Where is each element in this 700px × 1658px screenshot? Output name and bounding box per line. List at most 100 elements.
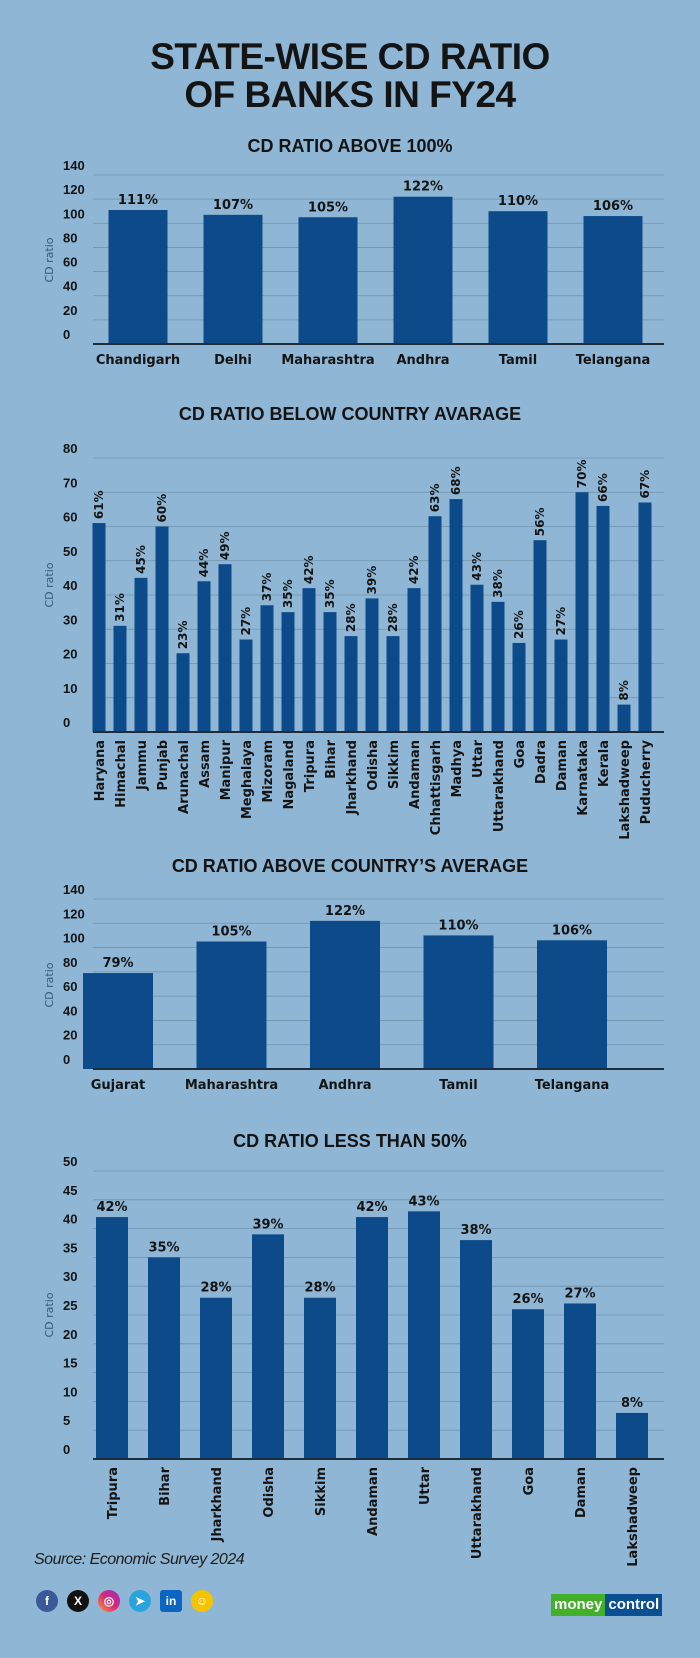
- data-label: 38%: [460, 1223, 491, 1238]
- category-label: Delhi: [214, 353, 252, 368]
- bar-tamil: [423, 935, 494, 1069]
- x-icon[interactable]: X: [67, 1590, 89, 1612]
- y-tick-label: 30: [63, 612, 77, 627]
- data-label: 63%: [428, 483, 442, 512]
- data-label: 35%: [148, 1240, 179, 1255]
- category-label: Bihar: [324, 739, 339, 778]
- category-label: Odisha: [366, 740, 381, 791]
- data-label: 31%: [113, 593, 127, 622]
- data-label: 28%: [200, 1281, 231, 1296]
- y-tick-label: 20: [63, 303, 77, 318]
- bar-nagaland: [281, 612, 295, 732]
- y-tick-label: 60: [63, 255, 77, 270]
- category-label: Sikkim: [387, 740, 402, 789]
- data-label: 56%: [533, 507, 547, 536]
- moneycontrol-logo: money control: [551, 1594, 663, 1616]
- category-label: Odisha: [262, 1467, 277, 1518]
- bar-chandigarh: [108, 210, 168, 344]
- y-tick-label: 25: [63, 1298, 77, 1313]
- category-label: Lakshadweep: [618, 740, 633, 840]
- data-label: 37%: [260, 573, 274, 602]
- data-label: 61%: [92, 490, 106, 519]
- category-label: Maharashtra: [281, 353, 374, 368]
- bar-uttarakhand: [460, 1240, 492, 1459]
- bar-himachal: [113, 625, 127, 732]
- y-tick-label: 120: [63, 906, 85, 921]
- source-note: Source: Economic Survey 2024: [34, 1551, 245, 1568]
- data-label: 44%: [197, 549, 211, 578]
- category-label: Lakshadweep: [626, 1467, 641, 1567]
- bar-meghalaya: [239, 639, 253, 732]
- instagram-icon[interactable]: ◎: [98, 1590, 120, 1612]
- data-label: 66%: [596, 473, 610, 502]
- bar-arunachal: [176, 653, 190, 732]
- data-label: 42%: [302, 555, 316, 584]
- category-label: Tamil: [439, 1078, 477, 1093]
- y-tick-label: 40: [63, 578, 77, 593]
- category-label: Chandigarh: [96, 353, 180, 368]
- y-tick-label: 80: [63, 230, 77, 245]
- y-tick-label: 15: [63, 1356, 77, 1371]
- category-label: Andhra: [318, 1078, 371, 1093]
- bar-daman: [554, 639, 568, 732]
- y-tick-label: 70: [63, 475, 77, 490]
- data-label: 107%: [213, 198, 253, 213]
- facebook-icon[interactable]: f: [36, 1590, 58, 1612]
- data-label: 79%: [102, 956, 133, 971]
- bar-tamil: [488, 211, 548, 344]
- data-label: 42%: [96, 1200, 127, 1215]
- telegram-icon[interactable]: ➤: [129, 1590, 151, 1612]
- bar-mizoram: [260, 605, 274, 732]
- data-label: 106%: [552, 923, 592, 938]
- category-label: Tamil: [499, 353, 537, 368]
- y-tick-label: 10: [63, 1384, 77, 1399]
- y-tick-label: 80: [63, 955, 77, 970]
- category-label: Andhra: [396, 353, 449, 368]
- category-label: Sikkim: [314, 1467, 329, 1516]
- category-label: Daman: [574, 1467, 589, 1518]
- category-label: Bihar: [158, 1466, 173, 1505]
- data-label: 39%: [365, 566, 379, 595]
- data-label: 38%: [491, 569, 505, 598]
- bar-karnataka: [575, 492, 589, 732]
- main-title-line1: STATE-WISE CD RATIO: [150, 36, 550, 77]
- category-label: Manipur: [219, 739, 234, 800]
- data-label: 105%: [211, 925, 251, 940]
- bar-odisha: [365, 598, 379, 732]
- bar-chhattisgarh: [428, 516, 442, 732]
- chart-title: CD RATIO ABOVE COUNTRY’S AVERAGE: [172, 856, 528, 876]
- bar-andaman: [356, 1217, 388, 1459]
- category-label: Assam: [198, 740, 213, 788]
- snapchat-icon[interactable]: ☺: [191, 1590, 213, 1612]
- bar-bihar: [148, 1257, 180, 1459]
- category-label: Jharkhand: [210, 1467, 225, 1543]
- category-label: Karnataka: [576, 740, 591, 816]
- data-label: 49%: [218, 531, 232, 560]
- category-label: Punjab: [156, 740, 171, 791]
- linkedin-icon[interactable]: in: [160, 1590, 182, 1612]
- y-tick-label: 5: [63, 1413, 70, 1428]
- category-label: Jammu: [135, 740, 150, 791]
- category-label: Telangana: [576, 353, 651, 368]
- bar-lakshadweep: [616, 1412, 648, 1459]
- category-label: Andaman: [366, 1467, 381, 1536]
- y-tick-label: 0: [63, 1442, 70, 1457]
- bar-jharkhand: [200, 1297, 232, 1459]
- bar-uttarakhand: [491, 601, 505, 732]
- chart-title: CD RATIO BELOW COUNTRY AVARAGE: [179, 404, 521, 424]
- data-label: 35%: [323, 579, 337, 608]
- y-axis-label: CD ratio: [43, 237, 56, 282]
- bar-assam: [197, 581, 211, 732]
- data-label: 23%: [176, 620, 190, 649]
- bar-uttar: [470, 584, 484, 732]
- bar-goa: [512, 642, 526, 732]
- y-tick-label: 20: [63, 647, 77, 662]
- data-label: 42%: [356, 1200, 387, 1215]
- category-label: Daman: [555, 740, 570, 791]
- category-label: Jharkhand: [345, 740, 360, 816]
- data-label: 39%: [252, 1217, 283, 1232]
- bar-odisha: [252, 1234, 284, 1459]
- y-axis-label: CD ratio: [43, 962, 56, 1007]
- data-label: 70%: [575, 460, 589, 489]
